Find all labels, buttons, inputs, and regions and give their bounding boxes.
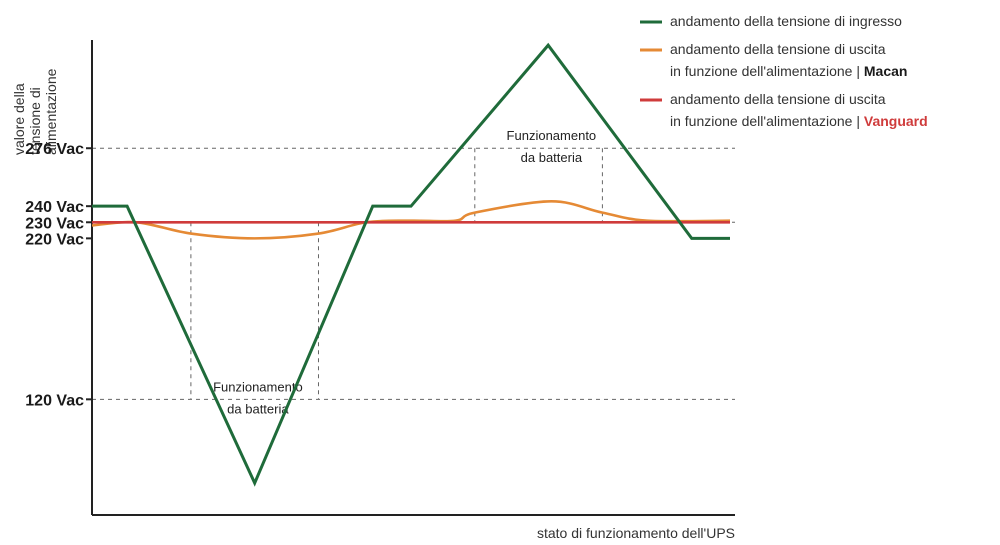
legend-entry-1-line-0: andamento della tensione di uscita xyxy=(670,41,886,57)
y-axis-label-line-2: alimentazione xyxy=(43,68,59,155)
annotation-0-line-1: da batteria xyxy=(227,401,289,416)
dashed-grid xyxy=(92,147,735,400)
legend: andamento della tensione di ingresso anda… xyxy=(640,13,928,129)
y-axis-label: valore della tensione di alimentazione xyxy=(11,68,59,155)
y-tick-label-2: 230 Vac xyxy=(25,215,84,232)
annotation-0-line-0: Funzionamento xyxy=(213,379,303,394)
series-line-0 xyxy=(92,42,730,487)
y-tick-label-1: 240 Vac xyxy=(25,199,84,216)
legend-entry-0-line-0: andamento della tensione di ingresso xyxy=(670,13,902,29)
annotations: Funzionamento da batteria Funzionamento da … xyxy=(213,128,596,416)
annotation-1-line-0: Funzionamento xyxy=(507,128,597,143)
y-tick-label-3: 220 Vac xyxy=(25,231,84,248)
annotation-1-line-1: da batteria xyxy=(521,150,583,165)
legend-entry-2-line-0: andamento della tensione di uscita xyxy=(670,91,886,107)
axes xyxy=(91,40,735,516)
y-tick-label-0: 276 Vac xyxy=(25,141,84,158)
legend-entry-2-line-1: in funzione dell'alimentazione | Vanguar… xyxy=(670,113,928,129)
y-axis-label-line-0: valore della xyxy=(11,83,27,155)
legend-entry-1-line-1: in funzione dell'alimentazione | Macan xyxy=(670,63,907,79)
x-axis-label: stato di funzionamento dell'UPS xyxy=(537,525,735,541)
series-line-1 xyxy=(91,200,731,240)
y-axis-label-line-1: tensione di xyxy=(27,87,43,155)
series xyxy=(91,42,731,487)
battery-windows xyxy=(190,148,603,400)
y-tick-label-4: 120 Vac xyxy=(25,392,84,409)
